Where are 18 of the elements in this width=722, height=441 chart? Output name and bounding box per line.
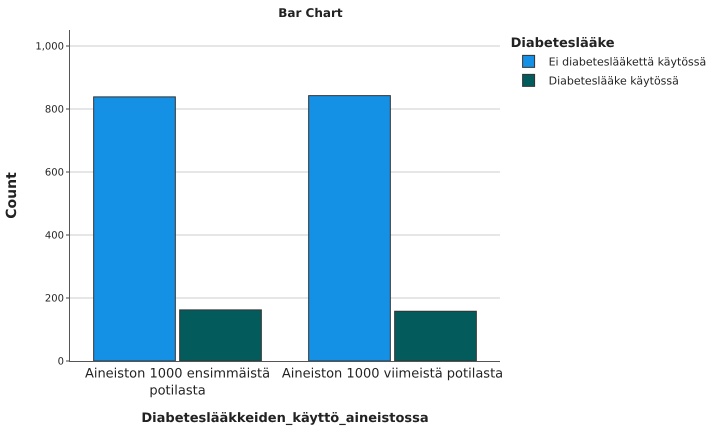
legend-label: Diabeteslääke käytössä <box>548 74 679 88</box>
y-axis-title: Count <box>4 172 20 219</box>
bar <box>93 96 176 361</box>
y-tick-label: 200 <box>44 293 64 304</box>
bar <box>394 310 477 361</box>
legend-title: Diabeteslääke <box>510 36 615 51</box>
y-tick-label: 600 <box>44 167 64 178</box>
x-axis-title: Diabeteslääkkeiden_käyttö_aineistossa <box>141 411 429 426</box>
bar <box>308 95 391 361</box>
chart-title: Bar Chart <box>278 6 343 20</box>
x-tick-label: Aineiston 1000 viimeistä potilasta <box>282 366 504 382</box>
y-tick-label: 1,000 <box>35 41 64 52</box>
legend-label: Ei diabeteslääkettä käytössä <box>548 56 706 69</box>
bar <box>179 309 262 361</box>
y-tick-label: 0 <box>58 356 64 368</box>
x-tick-label: Aineiston 1000 ensimmäistä potilasta <box>84 366 270 398</box>
y-tick-label: 800 <box>44 104 64 116</box>
y-tick-label: 400 <box>44 230 64 242</box>
